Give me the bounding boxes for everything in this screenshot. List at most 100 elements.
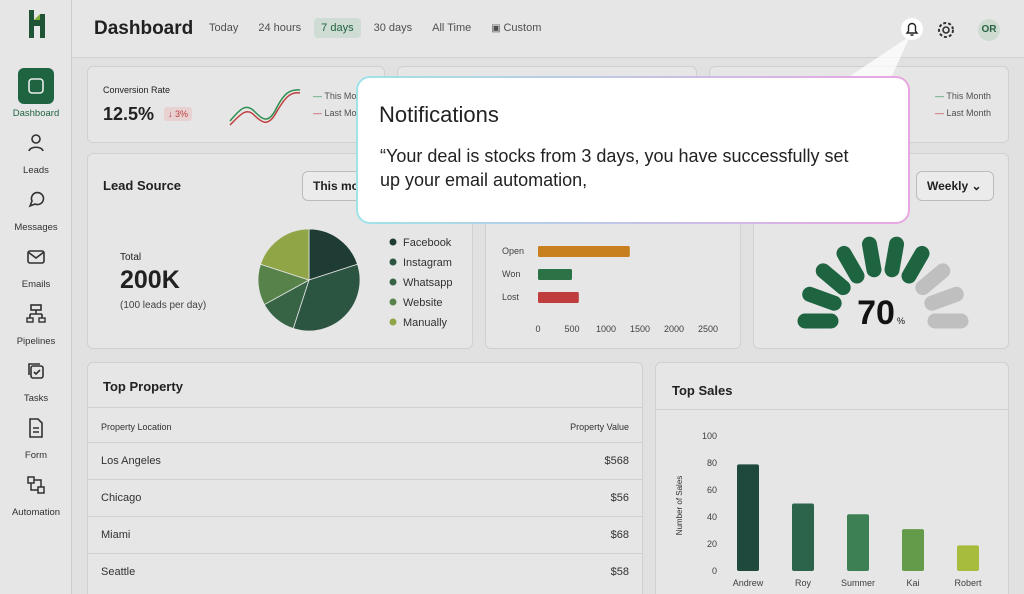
gauge-segment bbox=[924, 286, 964, 311]
time-filter[interactable]: 24 hours bbox=[258, 22, 302, 34]
time-filter[interactable]: ▣ Custom bbox=[491, 22, 542, 34]
pie-slice bbox=[292, 263, 361, 332]
menu-icon bbox=[18, 68, 54, 104]
x-tick-label: Robert bbox=[954, 578, 982, 588]
row-divider bbox=[88, 553, 642, 554]
change-value: 3% bbox=[175, 109, 189, 119]
menu-icon bbox=[28, 191, 45, 208]
cell: Seattle bbox=[101, 566, 136, 578]
time-filter[interactable]: All Time bbox=[432, 22, 472, 34]
x-tick-label: 2500 bbox=[698, 324, 718, 334]
bar bbox=[538, 269, 572, 280]
time-filter[interactable]: 30 days bbox=[373, 22, 413, 34]
x-tick-label: 1000 bbox=[596, 324, 616, 334]
settings-icon[interactable] bbox=[934, 18, 958, 42]
menu-icon bbox=[26, 304, 46, 323]
gauge-segment bbox=[884, 236, 905, 278]
gauge-segment bbox=[915, 263, 951, 296]
y-tick-label: 0 bbox=[712, 566, 717, 576]
legend-label: Last Month bbox=[324, 108, 370, 118]
x-tick-label: 1500 bbox=[630, 324, 650, 334]
menu-label: Tasks bbox=[23, 393, 49, 404]
gauge-value: 70 bbox=[857, 294, 895, 332]
avatar[interactable]: OR bbox=[978, 19, 1000, 41]
y-tick-label: 40 bbox=[707, 512, 717, 522]
x-tick-label: 500 bbox=[564, 324, 579, 334]
card-title: Conversion Rate bbox=[103, 85, 171, 95]
gauge-segment bbox=[901, 245, 930, 284]
stat-change: ↓ 3% bbox=[164, 107, 193, 121]
cell: $58 bbox=[610, 566, 629, 578]
header: Dashboard Today 24 hours 7 days 30 days All … bbox=[72, 0, 1024, 58]
card-title: Top Property bbox=[103, 379, 183, 394]
menu-label: Messages bbox=[14, 222, 58, 233]
menu-item[interactable]: Messages bbox=[0, 182, 72, 234]
bar-chart: 0 500 1000 1500 2000 2500 Open Won Lost bbox=[502, 246, 718, 334]
menu-icon bbox=[28, 363, 44, 379]
time-filter[interactable]: Today bbox=[209, 22, 239, 34]
y-tick-label: Won bbox=[502, 269, 520, 279]
time-filter[interactable]: 7 days bbox=[314, 18, 361, 38]
row-divider bbox=[88, 442, 642, 443]
x-tick-label: Andrew bbox=[733, 578, 764, 588]
legend-item: — Last Month bbox=[935, 108, 992, 118]
cell: $56 bbox=[610, 492, 629, 504]
cell: Los Angeles bbox=[101, 455, 161, 467]
card-title: Top Sales bbox=[672, 383, 733, 398]
legend-item: — This Month bbox=[313, 91, 369, 101]
pie-slice bbox=[308, 228, 359, 281]
bar bbox=[902, 529, 924, 571]
top-sales-card: Top Sales 0 20 40 60 80 100 Number of Sales And… bbox=[655, 362, 1009, 594]
legend-label: Manually bbox=[403, 317, 448, 329]
menu-icon bbox=[29, 418, 43, 438]
legend-swatch bbox=[389, 298, 397, 306]
x-tick-label: Kai bbox=[906, 578, 919, 588]
legend-label: Instagram bbox=[403, 257, 452, 269]
menu-item[interactable]: Tasks bbox=[0, 353, 72, 405]
y-tick-label: 60 bbox=[707, 485, 717, 495]
total-label: Total bbox=[120, 252, 142, 263]
y-tick-label: 20 bbox=[707, 539, 717, 549]
gauge-unit: % bbox=[897, 316, 905, 326]
y-tick-label: 100 bbox=[702, 431, 717, 441]
menu-label: Dashboard bbox=[12, 108, 60, 119]
menu-item[interactable]: Emails bbox=[0, 239, 72, 291]
column-header: Property Value bbox=[570, 422, 629, 432]
x-tick-label: 0 bbox=[535, 324, 540, 334]
menu-item[interactable]: Automation bbox=[0, 467, 72, 519]
cell: $568 bbox=[604, 455, 629, 467]
legend-label: Website bbox=[403, 297, 443, 309]
modal-title: Notifications bbox=[379, 102, 499, 127]
card-title: Lead Source bbox=[103, 178, 182, 193]
menu-label: Leads bbox=[23, 165, 49, 176]
cell: Miami bbox=[101, 529, 131, 541]
menu-item[interactable]: Form bbox=[0, 410, 72, 462]
row-divider bbox=[88, 479, 642, 480]
y-tick-label: Lost bbox=[502, 292, 520, 302]
sidebar: Dashboard Leads Messages Emails Pipelines Tas… bbox=[0, 0, 72, 594]
x-tick-label: 2000 bbox=[664, 324, 684, 334]
logo bbox=[29, 10, 45, 38]
menu-item[interactable]: Dashboard bbox=[0, 68, 72, 120]
gauge-segment bbox=[861, 236, 882, 278]
menu-icon bbox=[27, 250, 45, 264]
dropdown[interactable]: Weekly ⌄ bbox=[916, 171, 994, 201]
menu-label: Pipelines bbox=[16, 336, 56, 347]
legend-item: — Last Month bbox=[313, 108, 370, 118]
menu-item[interactable]: Pipelines bbox=[0, 296, 72, 348]
menu-label: Emails bbox=[21, 279, 51, 290]
gauge-segment bbox=[802, 286, 842, 311]
dropdown-label: Weekly bbox=[927, 179, 969, 193]
legend-label: Facebook bbox=[403, 237, 452, 249]
y-tick-label: Open bbox=[502, 246, 524, 256]
bar-chart: 0 20 40 60 80 100 Number of Sales Andrew Roy Summ… bbox=[675, 431, 982, 588]
menu-icon bbox=[27, 476, 45, 494]
x-tick-label: Summer bbox=[841, 578, 875, 588]
legend-label: Whatsapp bbox=[403, 277, 453, 289]
time-filters: Today 24 hours 7 days 30 days All Time ▣ Cust… bbox=[202, 18, 548, 38]
menu-item[interactable]: Leads bbox=[0, 125, 72, 177]
stat-value: 12.5% bbox=[103, 104, 155, 124]
conversion-card: Conversion Rate 12.5% ↓ 3% — This Month … bbox=[87, 66, 385, 143]
